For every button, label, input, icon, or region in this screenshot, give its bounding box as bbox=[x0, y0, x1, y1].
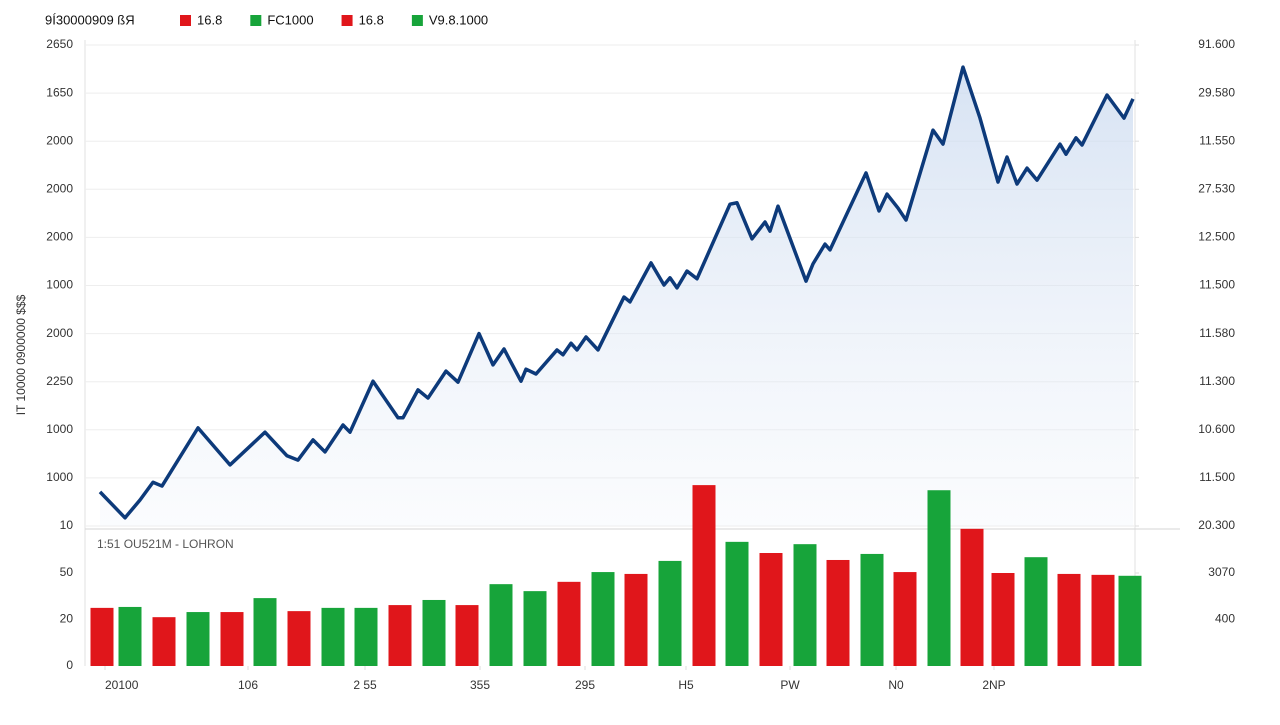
bar bbox=[991, 573, 1015, 666]
y-tick-label: 2000 bbox=[46, 181, 73, 195]
bar bbox=[725, 541, 749, 666]
x-tick-label: H5 bbox=[678, 678, 694, 692]
bar bbox=[1118, 575, 1142, 666]
x-tick-label: 20100 bbox=[105, 678, 139, 692]
bar bbox=[960, 528, 984, 666]
bar bbox=[793, 544, 817, 666]
y2-tick-label: 10.600 bbox=[1198, 422, 1235, 436]
y2-tick-label: 400 bbox=[1215, 612, 1235, 626]
legend-label: V9.8.1000 bbox=[429, 12, 488, 27]
bar bbox=[152, 617, 176, 666]
y2-tick-label: 11.300 bbox=[1199, 374, 1235, 388]
y-axis-label: IT 10000 0900000 $$$ bbox=[14, 294, 28, 415]
legend-label: 16.8 bbox=[197, 12, 222, 27]
y2-tick-label: 27.530 bbox=[1198, 181, 1235, 195]
x-tick-label: 2 55 bbox=[353, 678, 377, 692]
legend-label: FC1000 bbox=[267, 12, 313, 27]
y2-tick-label: 91.600 bbox=[1198, 37, 1235, 51]
y2-tick-label: 11.500 bbox=[1199, 278, 1235, 292]
bar bbox=[489, 584, 513, 666]
bar bbox=[287, 611, 311, 666]
x-tick-label: 2NP bbox=[982, 678, 1005, 692]
y-tick-label: 1000 bbox=[46, 278, 73, 292]
bar bbox=[354, 607, 378, 666]
bar bbox=[893, 572, 917, 666]
y-tick-label: 0 bbox=[66, 658, 73, 672]
legend-swatch bbox=[250, 15, 262, 26]
x-tick-label: N0 bbox=[888, 678, 904, 692]
y2-tick-label: 3070 bbox=[1208, 565, 1235, 579]
bar bbox=[1091, 574, 1115, 666]
bar bbox=[118, 606, 142, 666]
y2-tick-label: 29.580 bbox=[1198, 85, 1235, 99]
bar bbox=[927, 490, 951, 666]
x-tick-label: PW bbox=[780, 678, 800, 692]
bar bbox=[220, 612, 244, 666]
line-area bbox=[100, 67, 1133, 526]
bar bbox=[826, 559, 850, 666]
bar bbox=[422, 599, 446, 666]
bar bbox=[658, 560, 682, 666]
legend-swatch bbox=[180, 15, 191, 26]
x-tick-label: 106 bbox=[238, 678, 258, 692]
y2-tick-label: 11.550 bbox=[1199, 133, 1235, 147]
y2-tick-label: 12.500 bbox=[1198, 230, 1235, 244]
bar bbox=[759, 553, 783, 666]
y2-tick-label: 20.300 bbox=[1198, 518, 1235, 532]
bar bbox=[591, 572, 615, 666]
bar bbox=[557, 581, 581, 666]
line bbox=[98, 65, 1135, 520]
bar bbox=[1057, 573, 1081, 666]
x-tick-label: 295 bbox=[575, 678, 595, 692]
bar bbox=[692, 485, 716, 666]
legend-swatch bbox=[341, 15, 353, 26]
y-tick-label: 20 bbox=[60, 612, 74, 626]
bar bbox=[1024, 557, 1048, 666]
y2-tick-label: 11.500 bbox=[1199, 470, 1235, 484]
bar bbox=[860, 553, 884, 666]
y-tick-label: 1650 bbox=[46, 85, 73, 99]
bar bbox=[321, 607, 345, 666]
x-tick-label: 355 bbox=[470, 678, 490, 692]
y-tick-label: 2000 bbox=[46, 133, 73, 147]
panel-subtitle: 1:51 OU521M - LOHRON bbox=[97, 537, 234, 551]
bar bbox=[186, 612, 210, 666]
bar bbox=[90, 607, 114, 666]
y-tick-label: 50 bbox=[60, 565, 74, 579]
legend-swatch bbox=[411, 15, 423, 26]
y-tick-label: 2000 bbox=[46, 230, 73, 244]
y2-tick-label: 11.580 bbox=[1199, 326, 1235, 340]
y-tick-label: 2650 bbox=[46, 37, 73, 51]
y-tick-label: 2000 bbox=[46, 326, 73, 340]
bar bbox=[455, 605, 479, 666]
legend-title: 9Í30000909 ßЯ bbox=[45, 12, 135, 27]
y-tick-label: 10 bbox=[60, 518, 74, 532]
y-tick-label: 1000 bbox=[46, 470, 73, 484]
y-tick-label: 1000 bbox=[46, 422, 73, 436]
bar bbox=[388, 605, 412, 666]
bar bbox=[523, 591, 547, 666]
y-tick-label: 2250 bbox=[46, 374, 73, 388]
legend-label: 16.8 bbox=[359, 12, 384, 27]
bar bbox=[624, 573, 648, 666]
bar bbox=[253, 598, 277, 666]
